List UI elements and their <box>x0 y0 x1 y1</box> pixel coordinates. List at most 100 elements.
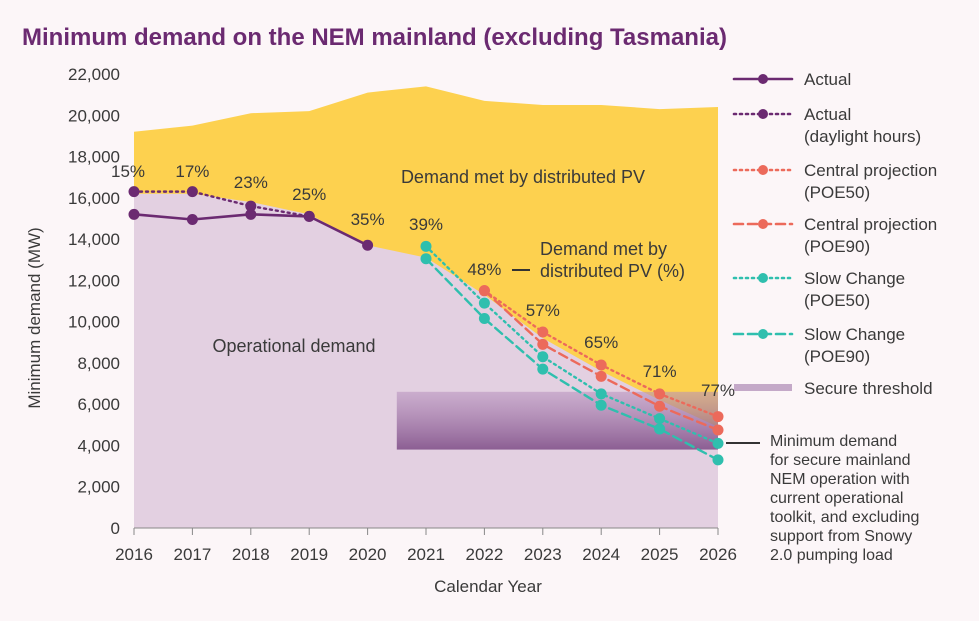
series-line <box>424 257 720 462</box>
data-point <box>654 388 666 400</box>
x-tick-label: 2025 <box>641 545 679 564</box>
data-point <box>537 351 549 363</box>
y-tick-label: 10,000 <box>68 313 120 332</box>
data-point <box>712 411 724 423</box>
legend-swatch-marker <box>758 329 768 339</box>
legend-item: Slow Change (POE50) <box>732 269 905 310</box>
y-axis-label: Minimum demand (MW) <box>25 227 44 408</box>
data-point <box>128 186 140 198</box>
axes: 0 2,000 4,000 6,000 8,000 10,000 12,000 14,000 1… <box>68 65 737 564</box>
x-tick-label: 2022 <box>465 545 503 564</box>
series-line <box>132 190 311 218</box>
legend-item: Actual <box>732 70 851 89</box>
legend-item: Central projection (POE90) <box>732 215 937 256</box>
data-point <box>186 186 198 198</box>
y-tick-label: 12,000 <box>68 271 120 290</box>
data-point <box>654 400 666 412</box>
y-tick-label: 16,000 <box>68 189 120 208</box>
data-point <box>654 413 666 425</box>
legend-item: Central projection (POE50) <box>732 161 937 202</box>
secure-threshold-band <box>396 391 718 450</box>
data-point <box>245 200 257 212</box>
data-point <box>595 388 607 400</box>
pv-percent-value: 57% <box>526 301 560 320</box>
plot-area: Demand met by distributed PV Operational … <box>111 86 919 564</box>
legend-label: Slow Change (POE50) <box>804 269 905 310</box>
x-tick-label: 2023 <box>524 545 562 564</box>
chart-title: Minimum demand on the NEM mainland (excl… <box>22 24 727 51</box>
x-tick-label: 2024 <box>582 545 620 564</box>
legend-label: Slow Change (POE90) <box>804 325 905 366</box>
legend-item: Slow Change (POE90) <box>732 325 905 366</box>
data-point <box>712 437 724 449</box>
series-4 <box>420 240 724 449</box>
data-point <box>595 359 607 371</box>
legend-swatch-marker <box>758 109 768 119</box>
legend-swatch-marker <box>758 74 768 84</box>
data-point <box>595 370 607 382</box>
pv-percent-value: 17% <box>175 162 209 181</box>
pv-percent-value: 23% <box>234 173 268 192</box>
y-tick-label: 14,000 <box>68 230 120 249</box>
data-point <box>420 240 432 252</box>
x-tick-label: 2018 <box>232 545 270 564</box>
pv-percent-value: 25% <box>292 185 326 204</box>
pv-percent-value: 35% <box>351 210 385 229</box>
legend-label: Central projection (POE90) <box>804 215 937 256</box>
legend-label: Actual (daylight hours) <box>804 105 921 146</box>
data-point <box>537 338 549 350</box>
pv-percent-value: 15% <box>111 162 145 181</box>
x-tick-label: 2026 <box>699 545 737 564</box>
y-tick-label: 22,000 <box>68 65 120 84</box>
data-point <box>478 313 490 325</box>
data-point <box>420 253 432 265</box>
series-1 <box>128 186 315 222</box>
threshold-annotation: Minimum demand for secure mainland NEM ope… <box>770 433 919 564</box>
legend-label: Secure threshold <box>804 379 933 398</box>
data-point <box>537 326 549 338</box>
y-tick-label: 0 <box>111 519 120 538</box>
y-tick-label: 4,000 <box>77 436 120 455</box>
legend-swatch-marker <box>758 219 768 229</box>
area-label-operational-demand: Operational demand <box>212 336 375 356</box>
x-tick-label: 2016 <box>115 545 153 564</box>
area-label-distributed-pv: Demand met by distributed PV <box>401 167 645 187</box>
pv-percent-value: 71% <box>643 362 677 381</box>
x-tick-label: 2021 <box>407 545 445 564</box>
x-tick-label: 2019 <box>290 545 328 564</box>
y-tick-label: 20,000 <box>68 106 120 125</box>
data-point <box>186 213 198 225</box>
series-5 <box>420 253 724 466</box>
legend-label: Central projection (POE50) <box>804 161 937 202</box>
x-tick-label: 2020 <box>349 545 387 564</box>
y-tick-label: 2,000 <box>77 478 120 497</box>
data-point <box>478 297 490 309</box>
y-tick-label: 8,000 <box>77 354 120 373</box>
pv-percent-value: 48% <box>467 260 501 279</box>
data-point <box>595 399 607 411</box>
y-tick-label: 18,000 <box>68 148 120 167</box>
legend: Actual Actual (daylight hours) Central proj… <box>732 70 937 398</box>
legend-item: Secure threshold <box>734 379 933 398</box>
legend-swatch-marker <box>758 273 768 283</box>
series-line <box>424 245 720 445</box>
pv-percent-label: Demand met by distributed PV (%) <box>540 239 685 281</box>
data-point <box>245 208 257 220</box>
data-point <box>303 210 315 222</box>
data-point <box>537 363 549 375</box>
y-tick-label: 6,000 <box>77 395 120 414</box>
data-point <box>128 208 140 220</box>
legend-swatch-marker <box>758 165 768 175</box>
legend-swatch-band <box>734 384 792 391</box>
x-tick-label: 2017 <box>173 545 211 564</box>
series-3 <box>478 285 724 436</box>
legend-item: Actual (daylight hours) <box>732 105 921 146</box>
data-point <box>712 424 724 436</box>
data-point <box>654 423 666 435</box>
pv-percent-value: 65% <box>584 333 618 352</box>
data-point <box>362 239 374 251</box>
data-point <box>478 285 490 297</box>
pv-percent-value: 39% <box>409 215 443 234</box>
x-axis-label: Calendar Year <box>434 577 542 596</box>
